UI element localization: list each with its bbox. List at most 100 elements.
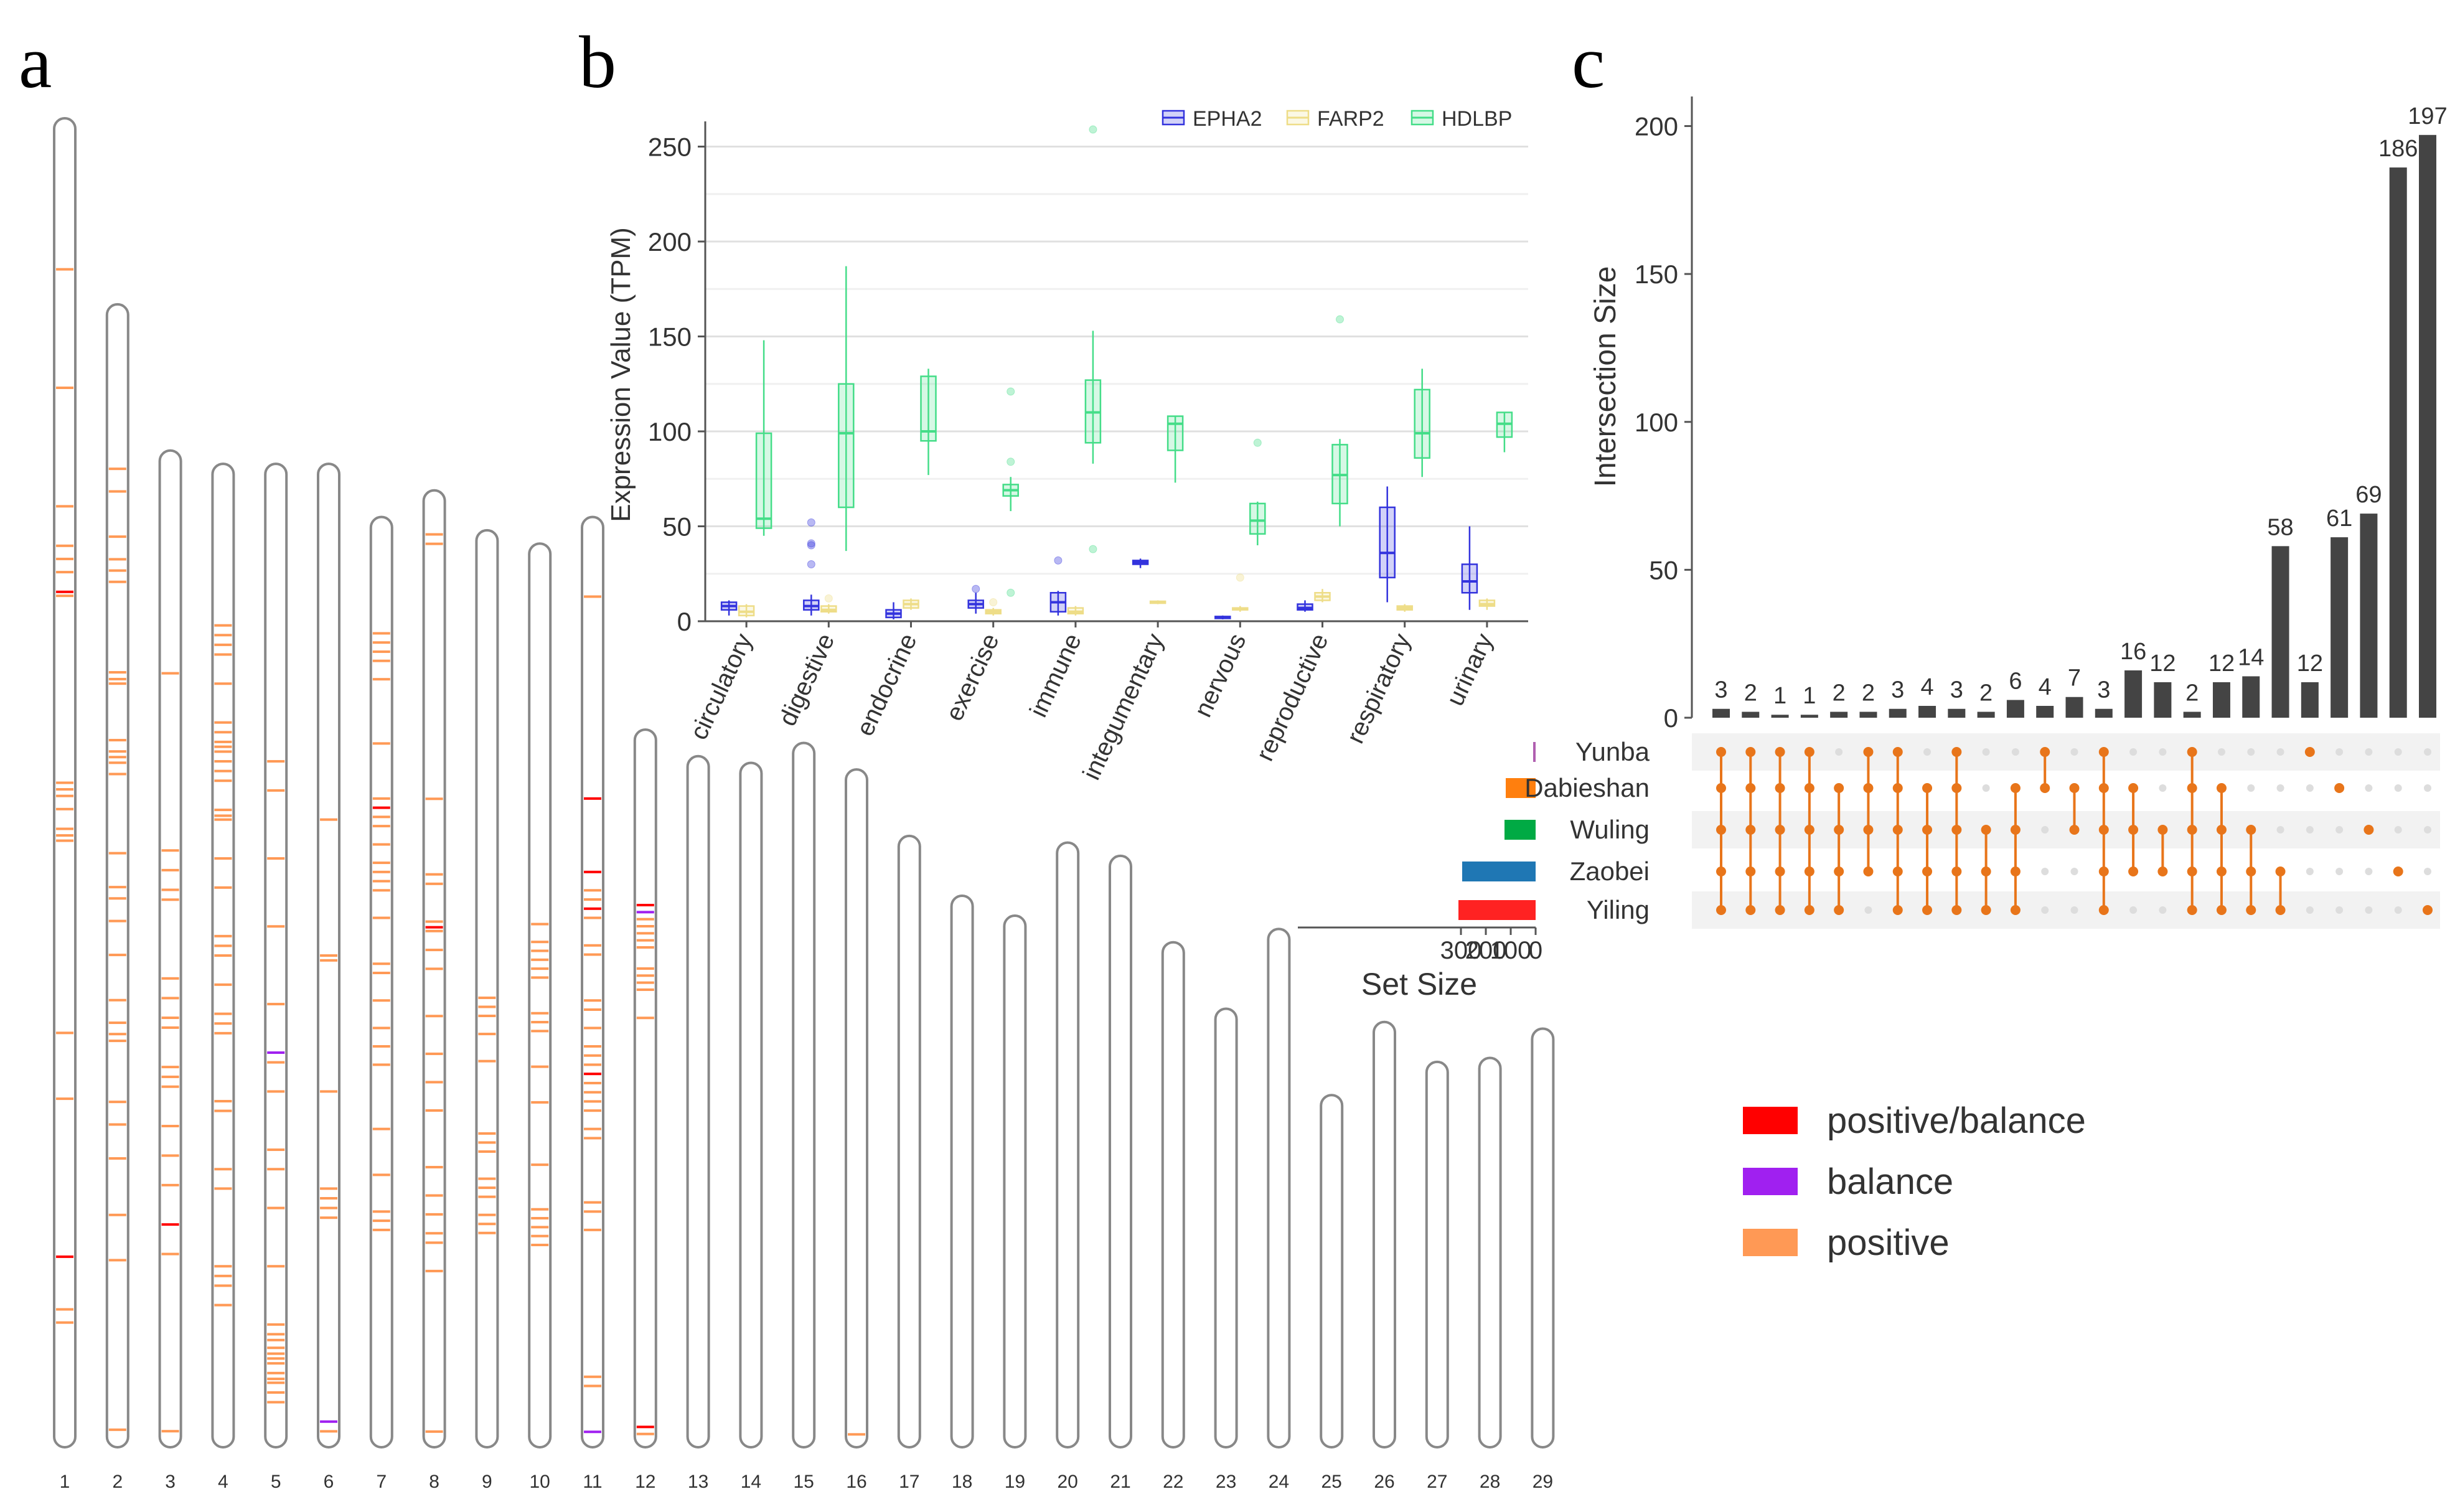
chromosome-mark (584, 1091, 601, 1094)
chromosome-mark (425, 1430, 443, 1433)
chromosome-12: 12 (633, 728, 657, 1492)
chromosome-mark (584, 1063, 601, 1066)
chromosome-mark (56, 1308, 73, 1311)
chromosome-mark (372, 1219, 390, 1223)
chromosome-mark (56, 794, 73, 797)
chromosome-body (1161, 941, 1185, 1449)
chromosome-mark (108, 1033, 126, 1036)
set-size-tick-label: 300 (1440, 937, 1482, 964)
chromosome-mark (108, 1040, 126, 1043)
box-EPHA2 (967, 585, 984, 614)
chromosome-mark (372, 650, 390, 653)
box-FARP2 (1396, 604, 1413, 612)
chromosome-mark (161, 1017, 179, 1020)
chromosome-mark (584, 944, 601, 947)
y-axis-label: Intersection Size (1589, 266, 1622, 487)
chromosome-mark (267, 1391, 285, 1394)
intersection-size-label: 1 (1773, 683, 1786, 709)
chromosome-mark (531, 1163, 549, 1167)
matrix-dot-empty (2365, 784, 2373, 792)
matrix-dot-empty (2365, 748, 2373, 756)
chromosome-mark (161, 997, 179, 1000)
chromosome-mark (425, 873, 443, 876)
chromosome-mark (478, 1132, 496, 1135)
chromosome-17: 17 (897, 834, 921, 1492)
box-outlier (1007, 387, 1015, 396)
set-size-bar (1458, 900, 1536, 920)
matrix-dot-empty (1864, 906, 1872, 914)
matrix-dot-filled (2423, 905, 2433, 915)
y-tick-label: 100 (648, 417, 692, 446)
intersection-size-label: 3 (1891, 677, 1904, 703)
intersection-size-label: 4 (2039, 674, 2052, 700)
x-tick-label: reproductive (1251, 629, 1334, 765)
chromosome-mark (108, 569, 126, 572)
chromosome-mark (372, 1228, 390, 1231)
chromosome-mark (267, 1003, 285, 1006)
chromosome-mark (320, 1187, 337, 1190)
chromosome-mark (584, 1026, 601, 1030)
chromosome-mark (636, 967, 654, 970)
x-tick-label: urinary (1442, 629, 1499, 710)
chromosome-4: 4 (211, 463, 235, 1492)
chromosome-mark (267, 1357, 285, 1360)
chromosome-mark (584, 1430, 601, 1434)
chromosome-mark (372, 797, 390, 800)
intersection-size-label: 197 (2408, 103, 2447, 129)
chromosome-body (1320, 1094, 1344, 1449)
chromosome-mark (584, 898, 601, 901)
chromosome-body (739, 761, 763, 1449)
chromosome-mark (372, 659, 390, 662)
chromosome-mark (267, 789, 285, 792)
set-label: Yiling (1587, 895, 1650, 924)
panel-a-letter: a (19, 21, 52, 103)
intersection-size-label: 2 (1862, 680, 1875, 706)
box-EPHA2 (1297, 600, 1313, 612)
chromosome-mark (531, 923, 549, 926)
chromosome-mark (584, 999, 601, 1002)
chromosome-mark (531, 1226, 549, 1229)
intersection-bar (2183, 711, 2201, 718)
chromosome-body (897, 834, 921, 1449)
chromosome-24: 24 (1267, 927, 1291, 1492)
matrix-dot-empty (1982, 784, 1990, 792)
chromosome-mark (214, 624, 232, 627)
y-axis-label: Expression Value (TPM) (606, 227, 636, 522)
chromosome-mark (214, 954, 232, 957)
set-label: Dabieshan (1524, 773, 1650, 802)
intersection-bar (2154, 682, 2172, 718)
chromosome-mark (636, 1017, 654, 1020)
chromosome-label: 9 (482, 1472, 492, 1492)
chromosome-mark (267, 925, 285, 928)
chromosome-mark (531, 949, 549, 952)
box-outlier (824, 594, 833, 603)
chromosome-mark (214, 1265, 232, 1268)
chromosome-mark (108, 1428, 126, 1431)
box-FARP2 (903, 598, 919, 610)
chromosome-label: 1 (60, 1472, 70, 1492)
chromosome-label: 10 (530, 1472, 550, 1492)
chromosome-mark (584, 907, 601, 910)
matrix-dot-empty (2276, 826, 2284, 833)
matrix-row-shade (1692, 811, 2440, 848)
chromosome-mark (584, 1109, 601, 1112)
chromosome-mark (108, 756, 126, 759)
chromosome-mark (636, 911, 654, 914)
box-HDLBP (1166, 415, 1184, 483)
chromosome-mark (108, 954, 126, 957)
chromosome-mark (214, 760, 232, 763)
chromosome-mark (584, 1384, 601, 1388)
chromosome-16: 16 (845, 768, 868, 1492)
chromosome-mark (584, 1081, 601, 1084)
legend-label: HDLBP (1442, 107, 1512, 131)
box-outlier (807, 518, 815, 527)
box-HDLBP (1249, 438, 1266, 545)
chromosome-label: 27 (1427, 1472, 1447, 1492)
intersection-bar (1859, 711, 1877, 718)
chromosome-label: 28 (1480, 1472, 1500, 1492)
chromosome-mark (478, 1005, 496, 1008)
box-EPHA2 (720, 600, 738, 616)
chromosome-mark (372, 889, 390, 892)
chromosome-body (264, 463, 288, 1449)
chromosome-mark (161, 1026, 179, 1029)
